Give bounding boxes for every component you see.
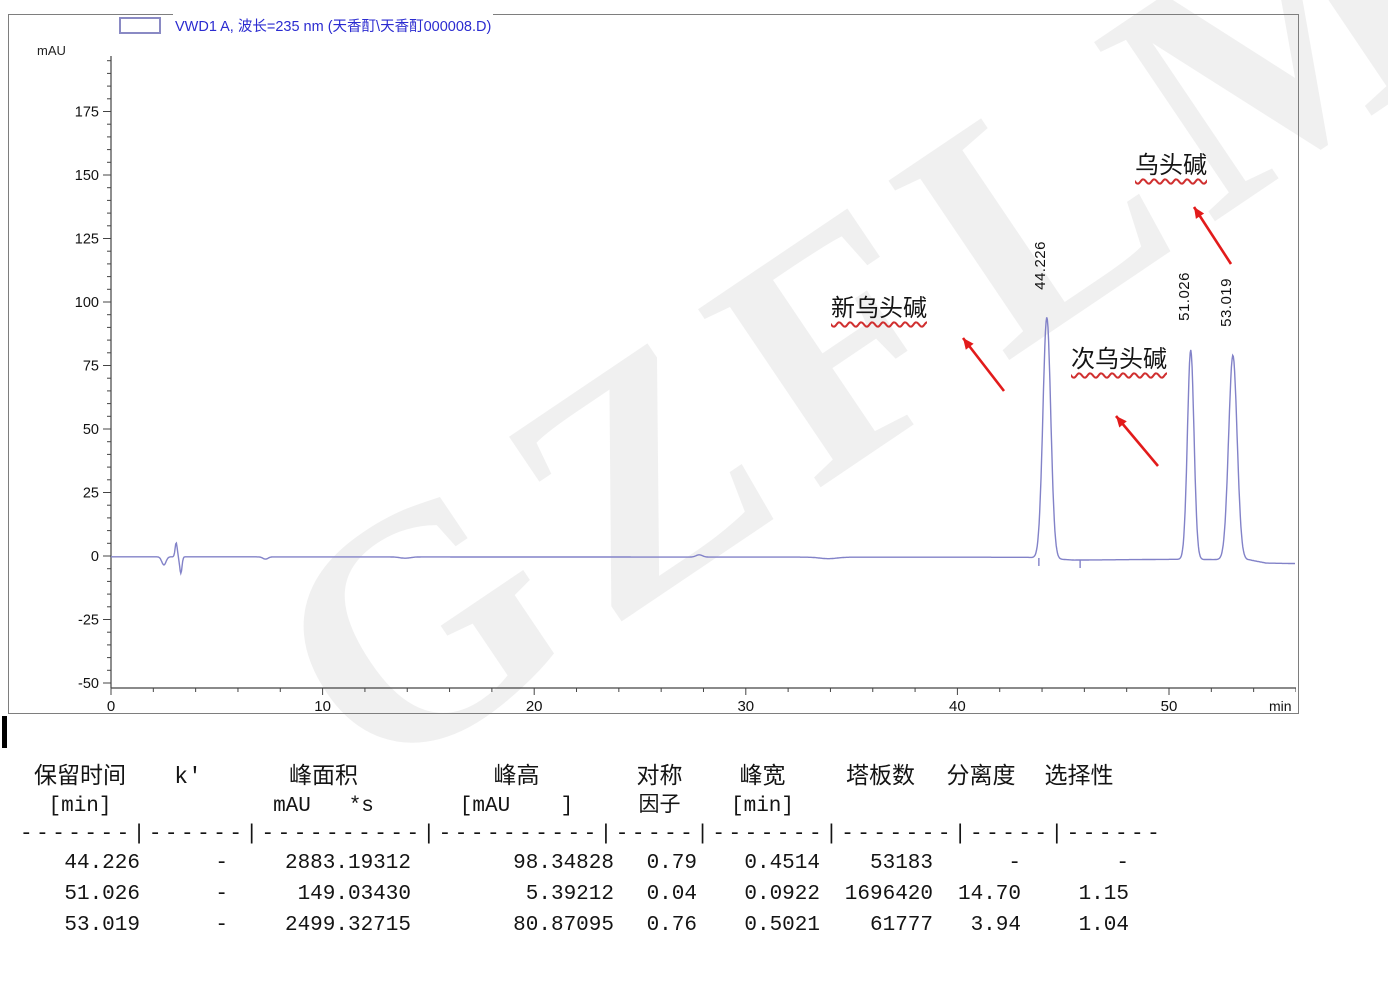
table-cell: 1.15 (1078, 883, 1129, 906)
table-header-row-1: 保留时间 k' 峰面积 峰高 对称 峰宽 塔板数 分离度 选择性 (20, 762, 1163, 792)
column-header: 峰高 (493, 764, 540, 790)
column-unit: [min] (48, 795, 112, 818)
signal-legend: VWD1 A, 波长=235 nm (天香酊\天香酊000008.D) (113, 13, 499, 38)
y-tick-label: 125 (75, 232, 99, 248)
column-unit (148, 792, 228, 822)
annotation-arrow (961, 337, 1006, 392)
table-cell: 0.4514 (744, 852, 820, 875)
annotation-arrowhead (1194, 207, 1205, 219)
column-header: 塔板数 (846, 764, 915, 790)
column-unit (941, 792, 1021, 822)
table-cell: 98.34828 (513, 852, 614, 875)
table-cell: - (215, 852, 228, 875)
table-cell: 0.76 (646, 914, 697, 937)
column-unit (828, 792, 933, 822)
table-cell: 1.04 (1078, 914, 1129, 937)
annotation-arrowhead (963, 338, 974, 350)
y-tick-label: 50 (83, 422, 99, 438)
table-header-row-2: [min] mAU *s [mAU ] 因子 [min] (20, 792, 1163, 822)
table-cell: - (215, 883, 228, 906)
table-row: 53.019 - 2499.32715 80.87095 0.76 0.5021 61777… (20, 910, 1163, 941)
annotation-arrow (1192, 206, 1233, 265)
y-tick-label: 100 (75, 295, 99, 311)
table-cell: - (1116, 852, 1129, 875)
peak-rt-label: 44.226 (1031, 240, 1049, 290)
table-cell: 53.019 (64, 914, 140, 937)
column-header: 峰宽 (739, 764, 786, 790)
column-header: k' (174, 764, 202, 790)
column-unit: 因子 (638, 795, 681, 818)
table-row: 51.026 - 149.03430 5.39212 0.04 0.0922 16964… (20, 879, 1163, 910)
y-tick-label: 150 (75, 168, 99, 184)
column-unit: [min] (730, 795, 794, 818)
column-unit: [mAU ] (459, 795, 574, 818)
column-header: 分离度 (946, 764, 1016, 790)
table-cell: 53183 (869, 852, 933, 875)
table-cell: 2499.32715 (284, 914, 411, 937)
legend-swatch-icon (119, 17, 161, 34)
annotation-mesaconitine: 新乌头碱 (831, 294, 927, 322)
annotation-aconitine: 乌头碱 (1135, 151, 1207, 179)
column-unit: mAU *s (273, 795, 374, 818)
x-tick-label: 40 (949, 698, 966, 711)
y-axis-unit-label: mAU (37, 43, 66, 58)
table-cell: 14.70 (957, 883, 1021, 906)
table-cell: 0.04 (646, 883, 697, 906)
table-cell: 44.226 (64, 852, 140, 875)
table-cell: - (215, 914, 228, 937)
chromatogram-plot-area: VWD1 A, 波长=235 nm (天香酊\天香酊000008.D) mAU … (8, 13, 1299, 714)
table-cell: 0.79 (646, 852, 697, 875)
table-cell: 51.026 (64, 883, 140, 906)
x-tick-label: 30 (737, 698, 754, 711)
table-row: 44.226 - 2883.19312 98.34828 0.79 0.4514 53183… (20, 848, 1163, 879)
table-cell: 0.0922 (744, 883, 820, 906)
annotation-hypaconitine: 次乌头碱 (1071, 345, 1167, 373)
x-tick-label: 50 (1161, 698, 1178, 711)
x-tick-label: 20 (526, 698, 543, 711)
chromatogram-trace (111, 317, 1296, 576)
annotation-arrowhead (1116, 416, 1127, 428)
table-cell: 5.39212 (513, 883, 614, 906)
table-cell: - (1008, 852, 1021, 875)
peak-results-table: 保留时间 k' 峰面积 峰高 对称 峰宽 塔板数 分离度 选择性 [min] mAU *s [mAU … (20, 762, 1163, 941)
peak-rt-label: 53.019 (1217, 277, 1235, 327)
y-tick-label: 25 (83, 486, 99, 502)
chromatogram-svg: -50 -25 0 25 50 75 100 125 150 175 0 10 20 30 40 50 min (75, 56, 1296, 711)
column-header: 选择性 (1044, 764, 1114, 790)
table-cell: 149.03430 (284, 883, 411, 906)
table-cell: 80.87095 (513, 914, 614, 937)
x-tick-label: 0 (107, 698, 115, 711)
x-tick-label: 10 (314, 698, 331, 711)
peak-rt-label: 51.026 (1175, 272, 1193, 322)
table-separator: -------|------|----------|----------|---… (20, 823, 1164, 846)
x-axis-unit-label: min (1269, 698, 1292, 711)
y-tick-label: -50 (78, 676, 99, 692)
table-cell: 0.5021 (744, 914, 820, 937)
column-header: 对称 (636, 764, 683, 790)
text-cursor-artifact (2, 716, 7, 748)
y-tick-label: 75 (83, 359, 99, 375)
y-tick-label: -25 (78, 613, 99, 629)
column-header: 保留时间 (34, 764, 126, 790)
column-unit (1029, 792, 1129, 822)
table-cell: 3.94 (970, 914, 1021, 937)
legend-label: VWD1 A, 波长=235 nm (天香酊\天香酊000008.D) (173, 13, 494, 38)
table-cell: 61777 (869, 914, 933, 937)
table-cell: 1696420 (844, 883, 933, 906)
table-cell: 2883.19312 (284, 852, 411, 875)
column-header: 峰面积 (289, 764, 358, 790)
y-tick-label: 175 (75, 105, 99, 121)
y-tick-label: 0 (91, 549, 99, 565)
